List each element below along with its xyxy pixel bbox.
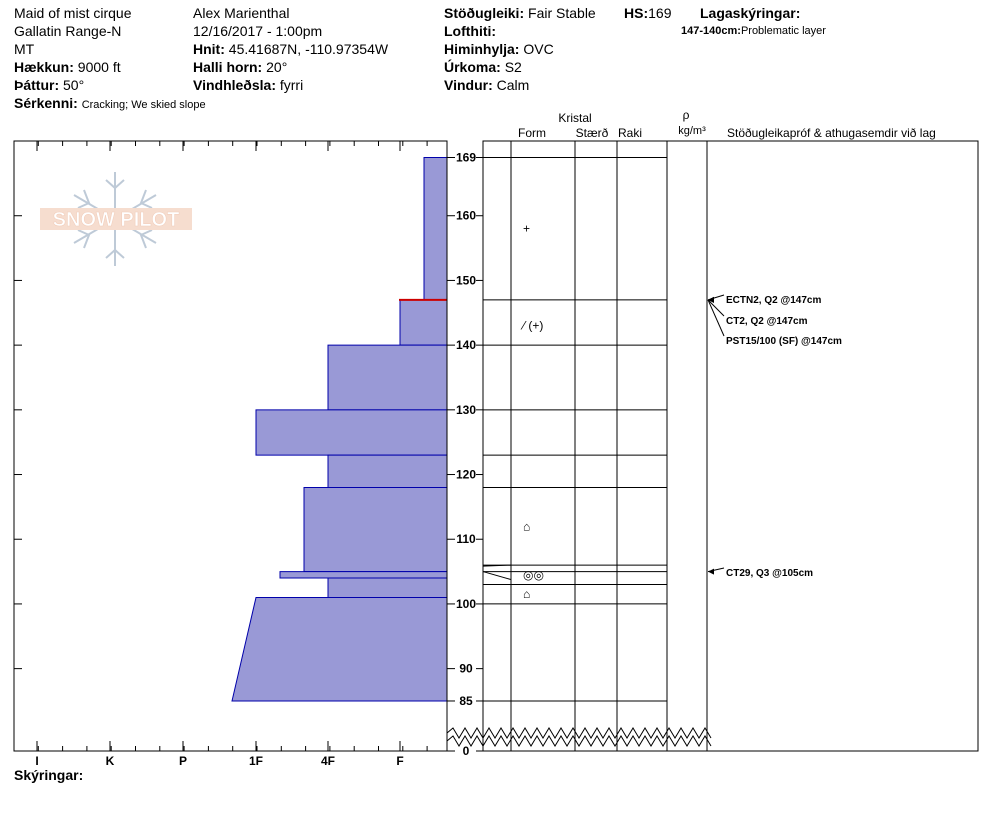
height-label: 90 <box>459 662 473 676</box>
layer-boundary-connector <box>482 564 512 567</box>
test-label: ECTN2, Q2 @147cm <box>726 295 821 306</box>
hardness-layer <box>231 596 448 702</box>
ground-break-zigzag <box>446 727 712 739</box>
height-label: 120 <box>456 468 476 482</box>
state-name: MT <box>14 41 35 57</box>
observer-info: Alex Marienthal 12/16/2017 - 1:00pm Hnit… <box>193 4 388 94</box>
grain-form-symbol: ⁄ (+) <box>520 319 543 333</box>
coords-value: 45.41687N, -110.97354W <box>228 41 389 57</box>
hardness-label: 4F <box>321 754 335 768</box>
size-header: Stærð <box>576 126 609 140</box>
test-label: CT2, Q2 @147cm <box>726 316 808 327</box>
hardness-label: K <box>106 754 115 768</box>
test-pointer <box>707 299 725 337</box>
elevation-value: 9000 ft <box>77 59 121 75</box>
legend-range: 147-140cm: <box>681 25 741 37</box>
height-label: 160 <box>456 209 476 223</box>
coords-row: Hnit: 45.41687N, -110.97354W <box>193 41 389 57</box>
precip-value: S2 <box>504 59 522 75</box>
hardness-layer <box>327 577 448 598</box>
height-axis: 169 160 150 140 130 120 110 100 90 85 0 <box>446 141 484 758</box>
layer-boundary-connector <box>482 571 512 581</box>
moisture-header: Raki <box>618 126 642 140</box>
hs-value: 169 <box>648 5 672 21</box>
grain-forms: + ⁄ (+) ⌂ ◎◎ ⌂ <box>520 222 544 602</box>
air-temp-row: Lofthiti: <box>444 23 497 39</box>
density-unit-header: kg/m³ <box>678 125 706 137</box>
ground-break-zigzag <box>446 735 712 747</box>
range-name: Gallatin Range-N <box>14 23 122 39</box>
hardness-label: P <box>179 754 187 768</box>
hardness-layer <box>399 299 448 346</box>
slope-row: Halli horn: 20° <box>193 59 288 75</box>
height-label: 100 <box>456 597 476 611</box>
weather-info: Stöðugleiki: Fair Stable Lofthiti: Himin… <box>444 4 596 94</box>
observation-datetime: 12/16/2017 - 1:00pm <box>193 23 323 39</box>
test-label: CT29, Q3 @105cm <box>726 568 813 579</box>
height-label: 110 <box>456 532 476 546</box>
legend-row: 147-140cm:Problematic layer <box>681 22 826 40</box>
height-label: 140 <box>456 338 476 352</box>
logo-text: SNOW PILOT <box>53 209 180 231</box>
test-label: PST15/100 (SF) @147cm <box>726 336 842 347</box>
wind-value: Calm <box>496 77 530 93</box>
site-info: Maid of mist cirque Gallatin Range-N MT … <box>14 4 206 114</box>
crystal-header: Kristal <box>558 111 591 125</box>
aspect-value: 50° <box>63 77 85 93</box>
features-row: Sérkenni: Cracking; We skied slope <box>14 95 206 111</box>
location-name: Maid of mist cirque <box>14 5 132 21</box>
wind-load-value: fyrri <box>279 77 304 93</box>
height-label: 169 <box>456 151 476 165</box>
grain-form-symbol: ◎◎ <box>523 568 544 582</box>
sky-row: Himinhylja: OVC <box>444 41 554 57</box>
slope-value: 20° <box>266 59 288 75</box>
layer-table-frame <box>482 140 979 752</box>
height-label: 85 <box>459 694 473 708</box>
grain-form-symbol: + <box>523 222 530 236</box>
aspect-row: Þáttur: 50° <box>14 77 85 93</box>
hardness-layer <box>303 486 448 573</box>
hardness-layer <box>327 454 448 488</box>
height-label: 0 <box>463 744 470 758</box>
grain-form-symbol: ⌂ <box>523 519 530 533</box>
hs-row: HS:169 <box>624 5 672 21</box>
height-label: 130 <box>456 403 476 417</box>
precip-row: Úrkoma: S2 <box>444 59 522 75</box>
wind-load-row: Vindhleðsla: fyrri <box>193 77 304 93</box>
hardness-label: 1F <box>249 754 263 768</box>
test-arrowhead <box>708 568 714 575</box>
hardness-layer <box>327 344 448 411</box>
legend-title: Lagaskýringar: <box>700 5 801 21</box>
sky-value: OVC <box>523 41 554 57</box>
observer-name: Alex Marienthal <box>193 5 290 21</box>
stability-value: Fair Stable <box>528 5 596 21</box>
hardness-layer <box>423 157 448 301</box>
wind-row: Vindur: Calm <box>444 77 530 93</box>
stability-row: Stöðugleiki: Fair Stable <box>444 5 596 21</box>
hardness-layer <box>255 409 448 456</box>
hardness-label: I <box>35 754 38 768</box>
legend-text: Problematic layer <box>740 25 826 37</box>
rho-header: ρ <box>683 108 690 122</box>
hardness-label: F <box>396 754 403 768</box>
hardness-layers <box>231 157 448 702</box>
hardness-ticks <box>13 141 428 751</box>
height-label: 150 <box>456 273 476 287</box>
features-value: Cracking; We skied slope <box>81 99 206 111</box>
snowpilot-logo: SNOW PILOT <box>40 172 192 266</box>
hardness-layer <box>279 571 448 579</box>
hardness-axis-labels: I K P 1F 4F F <box>35 754 403 768</box>
test-arrowhead <box>708 296 714 303</box>
test-pointer <box>707 299 725 317</box>
layer-table <box>446 140 979 752</box>
elevation-row: Hækkun: 9000 ft <box>14 59 121 75</box>
form-header: Form <box>518 126 546 140</box>
grain-form-symbol: ⌂ <box>523 587 530 601</box>
tests-header: Stöðugleikapróf & athugasemdir við lag <box>727 126 936 140</box>
notes-label: Skýringar: <box>14 767 84 783</box>
stability-tests: ECTN2, Q2 @147cm CT2, Q2 @147cm PST15/100 … <box>707 294 842 579</box>
